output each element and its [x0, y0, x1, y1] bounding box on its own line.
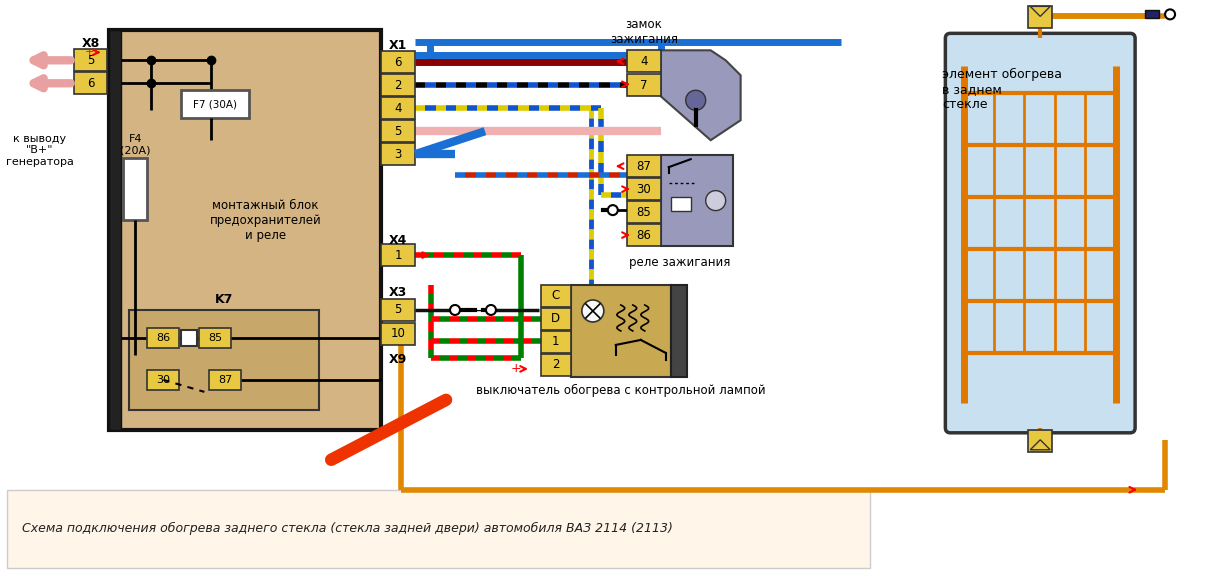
Text: X3: X3	[389, 286, 407, 300]
Bar	[671, 197, 690, 211]
Circle shape	[486, 305, 496, 315]
Bar	[110, 30, 121, 430]
Text: 5: 5	[87, 54, 94, 67]
Bar	[381, 143, 415, 165]
Bar	[1028, 6, 1052, 29]
Polygon shape	[1030, 6, 1050, 16]
Text: D: D	[551, 312, 561, 325]
Bar	[1145, 10, 1160, 18]
Bar	[627, 74, 661, 96]
Text: 6: 6	[395, 56, 402, 69]
Bar	[661, 155, 733, 246]
Text: 1: 1	[395, 248, 402, 262]
Bar	[181, 330, 198, 346]
Bar	[381, 74, 415, 96]
Text: 86: 86	[156, 333, 171, 343]
Bar	[627, 50, 661, 72]
Bar	[6, 490, 870, 568]
Text: +: +	[511, 363, 522, 375]
Polygon shape	[1030, 440, 1050, 450]
Text: к выводу
"В+"
генератора: к выводу "В+" генератора	[6, 134, 73, 167]
Text: X4: X4	[389, 234, 407, 247]
Text: C: C	[552, 290, 560, 303]
Bar	[148, 328, 180, 348]
Circle shape	[705, 191, 726, 210]
Bar	[381, 299, 415, 321]
Circle shape	[582, 300, 604, 322]
Circle shape	[450, 305, 459, 315]
Text: 7: 7	[640, 79, 648, 92]
Bar	[110, 30, 381, 430]
Text: выключатель обогрева с контрольной лампой: выключатель обогрева с контрольной лампо…	[477, 384, 766, 398]
Bar	[381, 97, 415, 120]
Bar	[123, 158, 148, 220]
Bar	[73, 50, 108, 71]
Polygon shape	[661, 50, 741, 140]
Bar	[73, 72, 108, 94]
Bar	[627, 155, 661, 177]
Bar	[381, 244, 415, 266]
Text: 5: 5	[395, 304, 402, 317]
Bar	[671, 285, 687, 377]
Circle shape	[686, 90, 705, 110]
Bar	[627, 178, 661, 200]
Text: 87: 87	[637, 160, 651, 173]
Text: реле зажигания: реле зажигания	[629, 255, 731, 269]
Text: X9: X9	[389, 353, 407, 366]
Bar	[381, 323, 415, 345]
Bar	[541, 308, 571, 330]
Text: 5: 5	[395, 125, 402, 138]
Bar	[627, 224, 661, 246]
Circle shape	[607, 205, 618, 215]
Bar	[571, 285, 671, 377]
Circle shape	[1165, 9, 1176, 19]
Text: 85: 85	[637, 206, 651, 219]
Text: F7 (30А): F7 (30А)	[193, 99, 237, 109]
Text: +: +	[84, 47, 94, 57]
Text: 87: 87	[219, 375, 232, 385]
Text: элемент обогрева
в заднем
стекле: элемент обогрева в заднем стекле	[942, 68, 1062, 111]
Text: 3: 3	[395, 147, 402, 161]
Bar	[381, 51, 415, 73]
Bar	[199, 328, 231, 348]
Text: 86: 86	[637, 229, 651, 241]
Text: 4: 4	[640, 55, 648, 68]
Text: X8: X8	[82, 37, 100, 50]
Bar	[627, 201, 661, 223]
Bar	[541, 354, 571, 376]
Bar	[181, 90, 249, 118]
Bar	[148, 370, 180, 390]
Bar	[209, 370, 241, 390]
FancyBboxPatch shape	[946, 33, 1135, 433]
Text: Схема подключения обогрева заднего стекла (стекла задней двери) автомобиля ВАЗ 2: Схема подключения обогрева заднего стекл…	[22, 522, 672, 535]
Text: 2: 2	[395, 79, 402, 92]
Bar	[1028, 430, 1052, 452]
Text: 2: 2	[552, 359, 560, 371]
Text: 6: 6	[87, 77, 94, 90]
Text: –: –	[475, 303, 483, 318]
Bar	[381, 120, 415, 142]
Text: 4: 4	[395, 102, 402, 115]
Text: 30: 30	[156, 375, 170, 385]
Text: 1: 1	[552, 335, 560, 349]
Text: K7: K7	[215, 293, 233, 307]
Text: 30: 30	[637, 182, 651, 196]
Bar	[541, 285, 571, 307]
Text: X1: X1	[389, 39, 407, 52]
Text: 85: 85	[208, 333, 222, 343]
Bar	[130, 310, 319, 410]
Text: замок
зажигания: замок зажигания	[610, 18, 678, 46]
Text: 10: 10	[391, 328, 406, 340]
Bar	[541, 331, 571, 353]
Text: F4
(20А): F4 (20А)	[120, 135, 150, 156]
Text: монтажный блок
предохранителей
и реле: монтажный блок предохранителей и реле	[209, 199, 321, 241]
